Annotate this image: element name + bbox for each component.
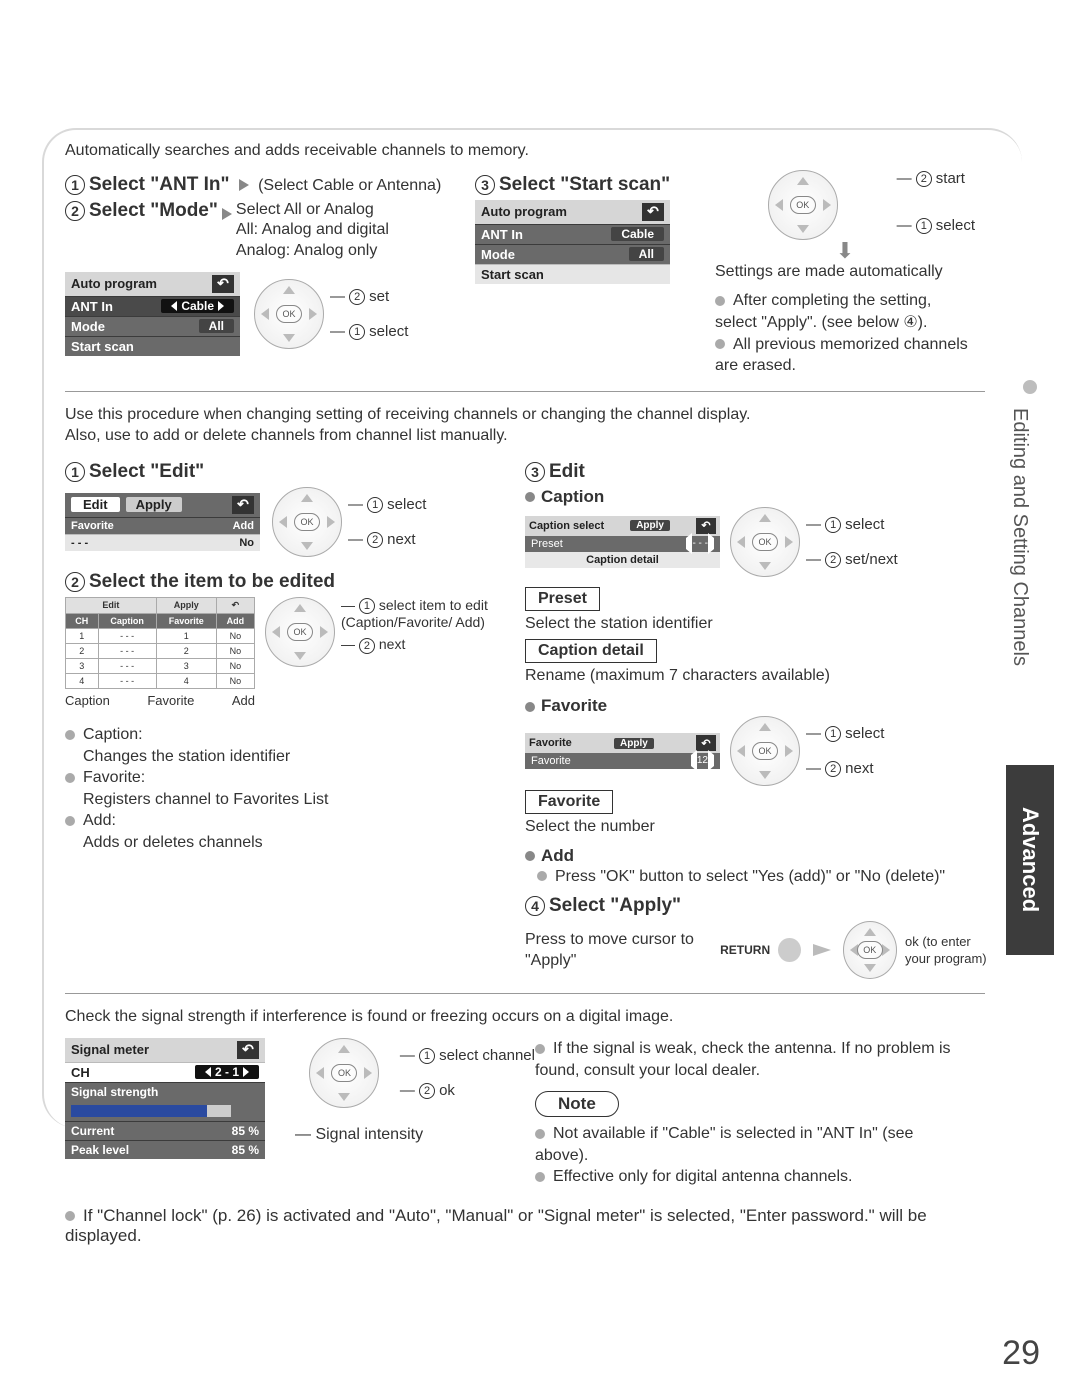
note-badge: Note bbox=[535, 1091, 619, 1117]
ok-button-icon: OK bbox=[287, 623, 313, 641]
ok-button-icon: OK bbox=[752, 533, 778, 551]
section-signal-meter: Check the signal strength if interferenc… bbox=[65, 1006, 1020, 1188]
caption-column-label: Caption bbox=[65, 693, 110, 708]
ok-button-icon: OK bbox=[857, 941, 883, 959]
page-number: 29 bbox=[1002, 1334, 1040, 1373]
return-icon: ↶ bbox=[237, 1041, 259, 1059]
manual-intro: Use this procedure when changing setting… bbox=[65, 404, 1020, 426]
dpad-icon: OK bbox=[265, 597, 335, 667]
step-select-item: 2Select the item to be edited bbox=[65, 571, 525, 593]
return-circle-icon bbox=[778, 938, 800, 962]
channel-edit-table: EditApply↶ CHCaptionFavoriteAdd 1- - -1N… bbox=[65, 597, 255, 689]
auto-program-menu-a: Auto program↶ ANT In Cable ModeAll Start… bbox=[65, 272, 240, 356]
footnote: If "Channel lock" (p. 26) is activated a… bbox=[65, 1206, 985, 1246]
caption-detail-label: Caption detail bbox=[525, 639, 657, 663]
favorite-menu: FavoriteApply↶ Favorite 12 bbox=[525, 733, 720, 769]
step-apply: 4Select "Apply" bbox=[525, 895, 995, 917]
edit-menu: Edit Apply ↶ FavoriteAdd - - -No bbox=[65, 493, 260, 551]
step-3-start-scan: 3Select "Start scan" bbox=[475, 174, 715, 196]
signal-intensity-label: Signal intensity bbox=[315, 1126, 423, 1143]
dpad-icon: OK bbox=[730, 716, 800, 786]
auto-note-2: All previous memorized channels are eras… bbox=[715, 334, 975, 377]
opt-caption: Caption:Changes the station identifier bbox=[65, 724, 525, 767]
caption-select-menu: Caption selectApply↶ Preset - - - Captio… bbox=[525, 516, 720, 568]
auto-settings-note: Settings are made automatically bbox=[715, 261, 975, 283]
preset-label: Preset bbox=[525, 587, 600, 611]
ok-button-icon: OK bbox=[752, 742, 778, 760]
caption-subhead: Caption bbox=[525, 487, 995, 507]
signal-meter-menu: Signal meter↶ CH 2 - 1 Signal strength C… bbox=[65, 1038, 265, 1159]
section-manual-edit: Use this procedure when changing setting… bbox=[65, 404, 1020, 980]
auto-note-1: After completing the setting, select "Ap… bbox=[715, 290, 975, 333]
return-icon: ↶ bbox=[232, 496, 254, 514]
return-button-label[interactable]: RETURN bbox=[720, 942, 770, 958]
step-2-mode: 2Select "Mode" Select All or Analog All:… bbox=[65, 200, 475, 262]
signal-intro: Check the signal strength if interferenc… bbox=[65, 1006, 1020, 1028]
ok-button-icon: OK bbox=[276, 305, 302, 323]
dpad-icon: OK bbox=[843, 921, 897, 979]
ok-button-icon: OK bbox=[331, 1064, 357, 1082]
dpad-icon: OK bbox=[272, 487, 342, 557]
return-icon: ↶ bbox=[642, 203, 664, 221]
ok-button-icon: OK bbox=[790, 196, 816, 214]
return-icon: ↶ bbox=[696, 518, 716, 534]
ok-button-icon: OK bbox=[294, 513, 320, 531]
step-1-ant-in: 1Select "ANT In" (Select Cable or Antenn… bbox=[65, 174, 475, 196]
favorite-label: Favorite bbox=[525, 790, 613, 814]
section-auto-program: Automatically searches and adds receivab… bbox=[65, 140, 1020, 377]
return-icon: ↶ bbox=[696, 735, 716, 751]
dpad-icon: OK bbox=[309, 1038, 379, 1108]
opt-favorite: Favorite:Registers channel to Favorites … bbox=[65, 767, 525, 810]
dpad-icon: OK bbox=[254, 279, 324, 349]
return-icon: ↶ bbox=[212, 275, 234, 293]
favorite-column-label: Favorite bbox=[147, 693, 194, 708]
favorite-subhead: Favorite bbox=[525, 696, 995, 716]
step-edit-heading: 3Edit bbox=[525, 461, 995, 483]
opt-add: Add:Adds or deletes channels bbox=[65, 810, 525, 853]
add-column-label: Add bbox=[232, 693, 255, 708]
step-edit: 1Select "Edit" bbox=[65, 461, 525, 483]
signal-strength-bar bbox=[71, 1105, 231, 1117]
add-subhead: Add bbox=[525, 846, 995, 866]
dpad-icon: OK bbox=[768, 170, 838, 240]
auto-program-menu-b: Auto program↶ ANT InCable ModeAll Start … bbox=[475, 200, 670, 284]
dpad-icon: OK bbox=[730, 507, 800, 577]
auto-intro: Automatically searches and adds receivab… bbox=[65, 140, 1020, 162]
